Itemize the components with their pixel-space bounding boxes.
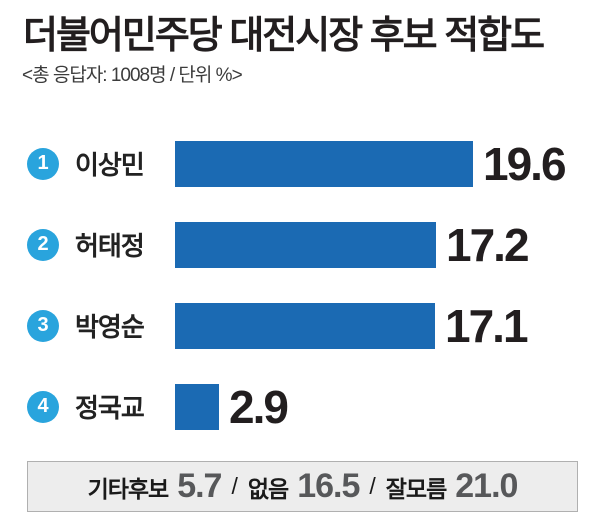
- footer-value: 21.0: [455, 467, 518, 505]
- bar: [175, 221, 436, 268]
- rank-badge: 3: [27, 309, 59, 342]
- footer-item-dontknow: 잘모름 21.0: [385, 467, 519, 506]
- other-results-box: 기타후보 5.7 / 없음 16.5 / 잘모름 21.0: [27, 461, 578, 512]
- bar: [175, 302, 435, 349]
- bar-value: 2.9: [229, 380, 289, 433]
- bar-row-jeonggukgyo: 4 정국교 2.9: [0, 366, 600, 447]
- footer-item-none: 없음 16.5: [247, 467, 361, 506]
- footer-label: 없음: [247, 475, 289, 502]
- footer-value: 5.7: [177, 467, 222, 505]
- bar-value: 19.6: [483, 137, 567, 190]
- bar-row-heotaejeong: 2 허태정 17.2: [0, 204, 600, 285]
- page-title: 더불어민주당 대전시장 후보 적합도: [23, 15, 545, 57]
- separator: /: [231, 473, 238, 499]
- rank-badge: 4: [27, 390, 59, 423]
- bar-value: 17.1: [445, 299, 529, 352]
- bar-value: 17.2: [446, 218, 530, 271]
- candidate-name: 박영순: [75, 312, 145, 342]
- candidate-name: 허태정: [75, 231, 145, 261]
- bar: [175, 140, 473, 187]
- candidate-name: 정국교: [75, 393, 145, 423]
- candidate-name: 이상민: [75, 150, 145, 180]
- footer-label: 기타후보: [87, 475, 170, 502]
- bar-row-parkyeongsun: 3 박영순 17.1: [0, 285, 600, 366]
- footer-value: 16.5: [297, 467, 360, 505]
- rank-badge: 2: [27, 228, 59, 261]
- separator: /: [369, 473, 376, 499]
- footer-label: 잘모름: [385, 475, 447, 502]
- chart-subtitle: <총 응답자: 1008명 / 단위 %>: [22, 65, 243, 86]
- footer-item-other: 기타후보 5.7: [87, 467, 223, 506]
- rank-badge: 1: [27, 147, 59, 180]
- bar-row-leesangmin: 1 이상민 19.6: [0, 123, 600, 204]
- bar: [175, 383, 219, 430]
- bar-chart: 1 이상민 19.6 2 허태정 17.2 3 박영순 17.1 4 정국교 2…: [0, 123, 600, 447]
